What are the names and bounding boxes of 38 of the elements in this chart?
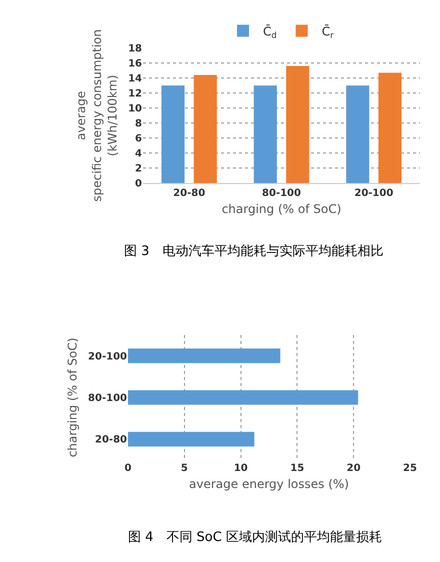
y-tick-label: 12 [128,88,142,100]
bar [254,86,277,183]
y-tick-label: 8 [135,118,142,130]
legend-label: C̄$_{d}$ [263,24,277,40]
bar [128,348,280,364]
x-tick-label: 80-100 [262,188,302,199]
bar [286,66,310,183]
bar [346,86,370,183]
x-tick-label: 15 [290,463,304,474]
x-axis-title: average energy losses (%) [189,476,349,491]
x-tick-label: 20 [346,463,361,474]
bar [194,75,217,183]
y-tick-label: 2 [135,164,142,174]
y-tick-label: 0 [135,178,142,190]
y-axis-title: average specific energy consumption (kWh/100km) [74,29,120,202]
y-tick-label: 4 [135,148,142,160]
y-axis-title: charging (% of SoC) [65,338,80,458]
x-tick-label: 25 [403,463,417,474]
y-tick-label: 80-100 [88,393,128,404]
bar [128,432,254,446]
bar [378,72,402,183]
x-axis-title: charging (% of SoC) [222,202,342,216]
x-tick-label: 10 [234,463,248,474]
y-tick-label: 10 [128,104,142,114]
y-tick-label: 16 [128,58,142,70]
x-tick-label: 20-100 [354,188,394,199]
y-tick-label: 6 [135,134,142,144]
caption: 图 3 电动汽车平均能耗与实际平均能耗相比 [124,244,384,259]
bar [161,86,185,183]
legend-label: C̄$_{r}$ [322,24,334,40]
x-tick-label: 5 [180,463,188,474]
x-tick-label: 20-80 [173,188,206,199]
y-tick-label: 14 [128,74,142,84]
y-tick-label: 20-100 [88,351,128,362]
bar [128,390,358,405]
y-tick-label: 20-80 [95,434,128,446]
y-tick-label: 18 [128,44,142,54]
caption: 图 4 不同 SoC 区域内测试的平均能量损耗 [128,530,382,545]
